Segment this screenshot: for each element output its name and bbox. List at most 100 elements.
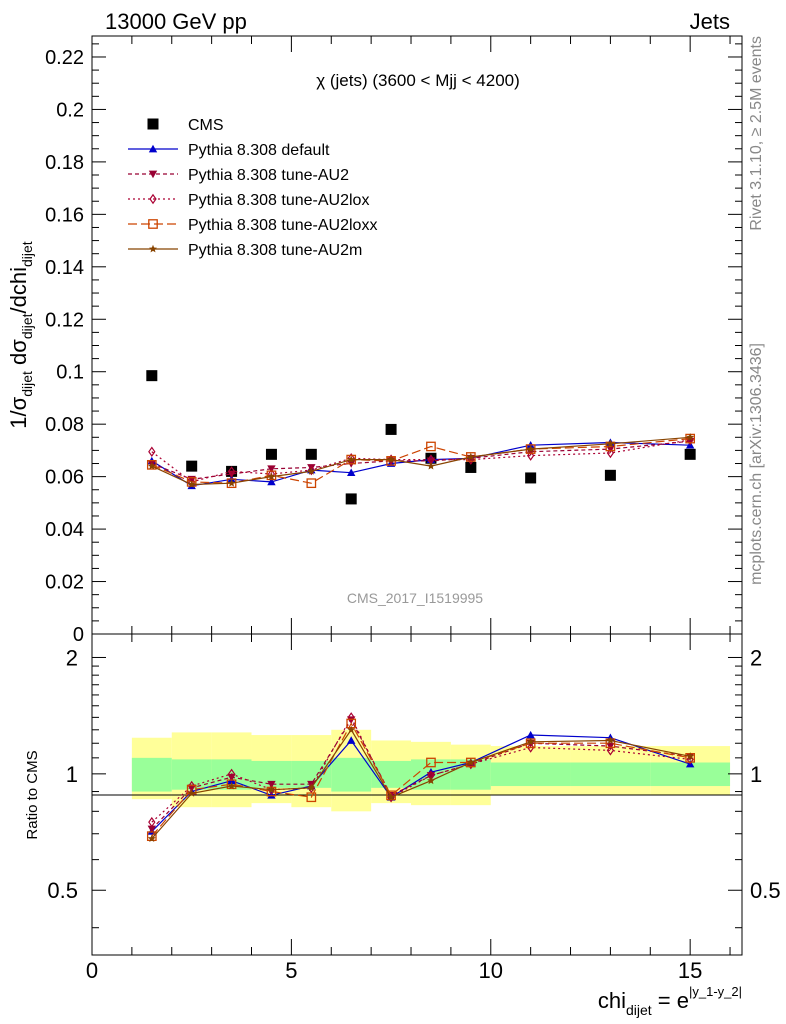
point-default (267, 477, 276, 486)
ratio-point-au2loxx (426, 757, 436, 768)
point-au2m (147, 461, 156, 470)
legend: CMS Pythia 8.308 default Pythia 8.308 tune… (128, 117, 377, 259)
point-au2m (187, 480, 196, 488)
legend-marker (149, 244, 157, 253)
legend-marker (149, 193, 157, 205)
point-au2m (606, 439, 615, 448)
ratio-series-au2m (147, 725, 695, 842)
main-ytick-label: 0.12 (45, 309, 84, 331)
ratio-ytick-label-left: 1 (66, 762, 78, 787)
main-ytick-label: 0.14 (45, 257, 84, 279)
point-cms (265, 448, 277, 460)
point-default (347, 468, 356, 477)
side-label-rivet: Rivet 3.1.10, ≥ 2.5M events (748, 36, 765, 231)
ratio-point-au2lox (606, 745, 615, 756)
point-au2m (466, 452, 475, 461)
legend-item-default: Pythia 8.308 default (128, 142, 330, 159)
y-axis-label-main: 1/σdijet dσdijet/dchidijet (6, 241, 35, 429)
ratio-panel: 0.5 0.5 1 1 2 2 Ratio to CMS (24, 633, 781, 956)
legend-label: Pythia 8.308 tune-AU2 (188, 167, 349, 184)
band-inner (331, 757, 372, 792)
point-au2m (686, 433, 695, 441)
ratio-point-au2m (227, 781, 236, 790)
series-au2m (147, 433, 695, 488)
ratio-line-default (151, 734, 691, 832)
xtick-label: 15 (678, 958, 702, 983)
ratio-line-au2 (151, 718, 691, 830)
main-ytick-label: 0.02 (45, 572, 84, 594)
legend-marker (148, 219, 158, 229)
main-ytick-label: 0.22 (45, 47, 84, 69)
point-cms (525, 472, 537, 484)
main-ytick-label: 0.2 (56, 99, 84, 121)
point-cms (465, 461, 477, 473)
ratio-line-au2lox (151, 716, 691, 823)
point-cms (345, 493, 357, 505)
point-au2m (307, 467, 316, 475)
main-ytick-label: 0 (73, 624, 84, 646)
xtick-label: 0 (86, 958, 98, 983)
point-au2lox (347, 453, 355, 464)
ratio-ytick-label-right: 0.5 (750, 878, 781, 903)
ratio-ytick-label-left: 2 (66, 645, 78, 670)
ratio-point-au2loxx (226, 779, 237, 790)
main-ytick-label: 0.1 (56, 362, 84, 384)
point-au2lox (307, 464, 315, 476)
xtick-label: 10 (479, 958, 503, 983)
main-ytick-label: 0.18 (45, 152, 84, 174)
point-cms (684, 448, 696, 460)
legend-label: Pythia 8.308 tune-AU2m (188, 242, 362, 259)
point-cms (385, 423, 397, 435)
ratio-point-au2m (267, 785, 276, 794)
point-au2lox (148, 446, 156, 457)
ratio-line-au2m (151, 728, 691, 839)
ratio-point-au2lox (148, 816, 156, 828)
ratio-line-au2loxx (151, 722, 691, 837)
ratio-point-au2m (147, 834, 156, 842)
point-cms (604, 469, 616, 481)
point-au2lox (606, 447, 615, 459)
ratio-point-au2m (606, 736, 615, 744)
point-au2m (526, 444, 535, 453)
main-title: χ (jets) (3600 < Mjj < 4200) (316, 71, 520, 90)
ratio-point-au2 (147, 825, 157, 834)
main-ytick-label: 0.08 (45, 414, 84, 436)
point-au2loxx (306, 478, 317, 489)
ratio-point-au2m (686, 752, 695, 760)
point-au2loxx (266, 470, 277, 481)
ratio-point-au2m (347, 725, 356, 734)
ratio-ytick-label-right: 2 (750, 645, 762, 670)
ratio-point-au2m (187, 789, 196, 797)
ratio-ytick-label-right: 1 (750, 762, 762, 787)
legend-marker (148, 144, 158, 153)
y-axis-label-ratio: Ratio to CMS (24, 750, 41, 839)
watermark: CMS_2017_I1519995 (347, 590, 483, 606)
band-inner (570, 762, 651, 787)
ratio-point-au2m (387, 793, 396, 801)
ratio-frame (91, 633, 743, 956)
legend-item-cms: CMS (147, 117, 224, 134)
side-label-mcplots: mcplots.cern.ch [arXiv:1306.3436] (748, 343, 765, 585)
ratio-point-au2m (526, 737, 535, 746)
series-line-au2lox (151, 439, 691, 483)
point-au2m (387, 455, 396, 463)
legend-item-au2lox: Pythia 8.308 tune-AU2lox (128, 192, 369, 209)
main-ytick-label: 0.04 (45, 519, 84, 541)
ratio-point-au2lox (347, 712, 355, 723)
header-left: 13000 GeV pp (105, 9, 247, 34)
point-au2m (347, 455, 356, 463)
band-inner (131, 757, 172, 792)
legend-item-au2m: Pythia 8.308 tune-AU2m (128, 242, 362, 259)
xtick-label: 5 (285, 958, 297, 983)
ratio-ytick-label-left: 0.5 (47, 878, 78, 903)
ratio-point-au2m (427, 776, 435, 785)
ratio-point-default (526, 730, 535, 739)
point-cms (305, 448, 317, 460)
main-panel: 0 0.02 0.04 0.06 0.08 0.1 0.12 0.14 0.16 0.18 0.2 0… (6, 35, 743, 646)
legend-label: Pythia 8.308 tune-AU2loxx (188, 217, 377, 234)
main-ytick-label: 0.06 (45, 467, 84, 489)
band-inner (490, 762, 571, 787)
series-line-au2m (151, 436, 691, 486)
point-cms (186, 460, 198, 472)
legend-label: Pythia 8.308 default (188, 142, 330, 159)
